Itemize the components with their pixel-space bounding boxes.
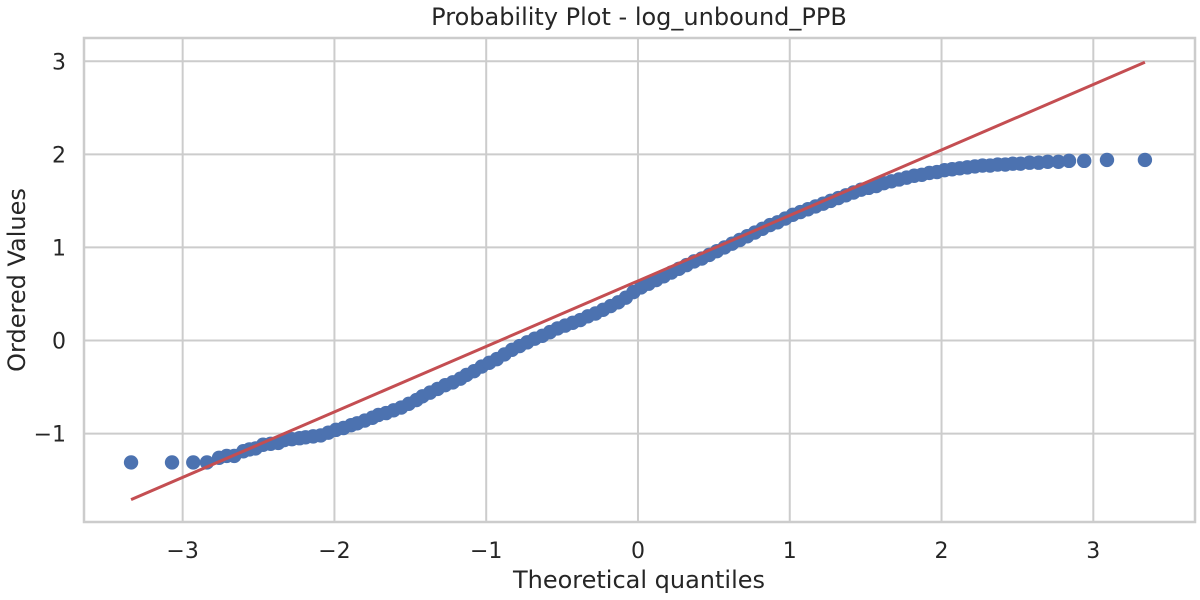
y-tick-label: −1 <box>34 423 66 448</box>
data-point <box>1051 154 1066 169</box>
x-tick-label: −3 <box>166 539 198 564</box>
x-tick-label: −1 <box>470 539 502 564</box>
axes-frame <box>82 36 1197 524</box>
fit-line-group <box>130 60 1146 502</box>
data-point <box>1077 153 1092 169</box>
y-axis-label: Ordered Values <box>3 188 31 372</box>
data-point <box>1061 153 1077 169</box>
y-tick-label: 0 <box>52 330 66 355</box>
data-point <box>123 455 139 470</box>
x-axis-label: Theoretical quantiles <box>512 566 765 594</box>
x-tick-label: 0 <box>631 539 645 564</box>
grid <box>84 38 1195 522</box>
y-tick-label: 2 <box>52 143 66 168</box>
x-tick-label: 3 <box>1086 539 1100 564</box>
x-tick-label: −2 <box>318 539 350 564</box>
x-tick-labels: −3 −2 −1 0 1 2 3 <box>166 539 1100 564</box>
data-point <box>164 455 180 470</box>
chart-title: Probability Plot - log_unbound_PPB <box>431 3 847 31</box>
y-tick-label: 1 <box>52 236 66 261</box>
x-tick-label: 2 <box>935 539 949 564</box>
data-point <box>1099 152 1115 168</box>
data-point <box>1137 152 1153 168</box>
data-point <box>1040 154 1055 169</box>
y-tick-labels: −1 0 1 2 3 <box>34 50 66 447</box>
x-tick-label: 1 <box>783 539 797 564</box>
y-tick-label: 3 <box>52 50 66 75</box>
fit-line <box>130 60 1146 502</box>
data-point <box>186 455 201 470</box>
